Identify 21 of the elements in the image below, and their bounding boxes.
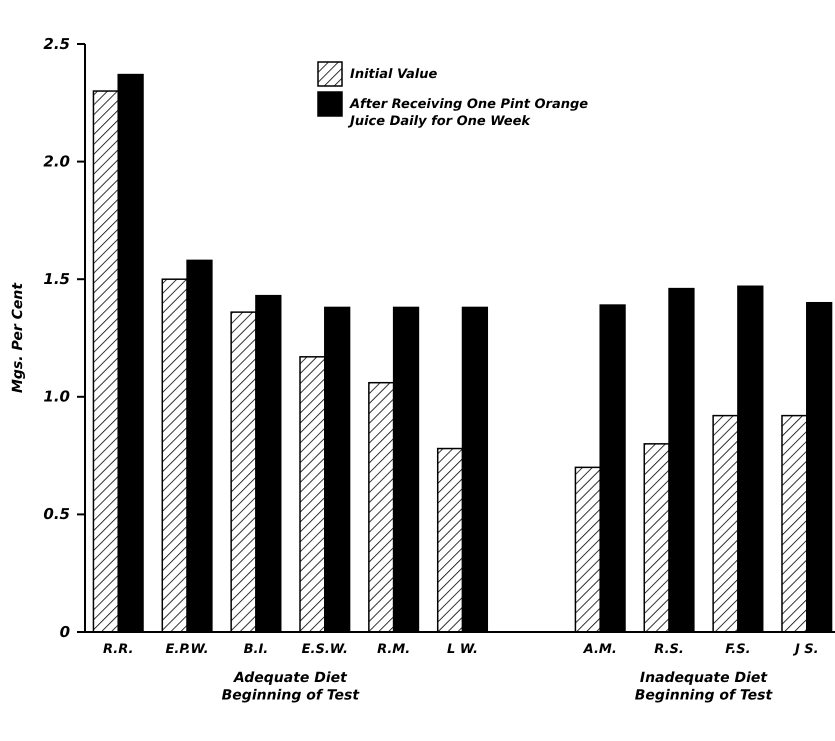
y-axis-title: Mgs. Per Cent bbox=[10, 282, 26, 394]
y-tick-label: 0.5 bbox=[43, 505, 70, 524]
legend-label: After Receiving One Pint Orange Juice Daily for One Week bbox=[347, 97, 588, 129]
x-tick-label: R.M. bbox=[377, 642, 410, 658]
legend-label: Initial Value bbox=[350, 67, 438, 82]
y-tick-label: 1.0 bbox=[43, 388, 70, 406]
x-tick-label: L W. bbox=[447, 642, 478, 658]
x-tick-label: J S. bbox=[792, 642, 819, 658]
x-tick-label: A.M. bbox=[582, 642, 617, 658]
x-tick-label: R.R. bbox=[103, 642, 134, 658]
x-tick-label: B.I. bbox=[244, 642, 268, 658]
y-tick-label: 2.0 bbox=[43, 152, 70, 170]
x-tick-label: E.P.W. bbox=[166, 642, 209, 658]
text: Adequate Diet Beginning of Test bbox=[222, 670, 360, 704]
x-tick-label: E.S.W. bbox=[302, 642, 348, 658]
x-tick-label: F.S. bbox=[725, 642, 751, 658]
y-tick-label: 0 bbox=[60, 622, 70, 641]
text: Inadequate Diet Beginning of Test bbox=[634, 670, 774, 704]
y-tick-label: 1.5 bbox=[43, 270, 70, 288]
x-tick-label: R.S. bbox=[654, 642, 684, 658]
y-tick-label: 2.5 bbox=[43, 34, 70, 53]
